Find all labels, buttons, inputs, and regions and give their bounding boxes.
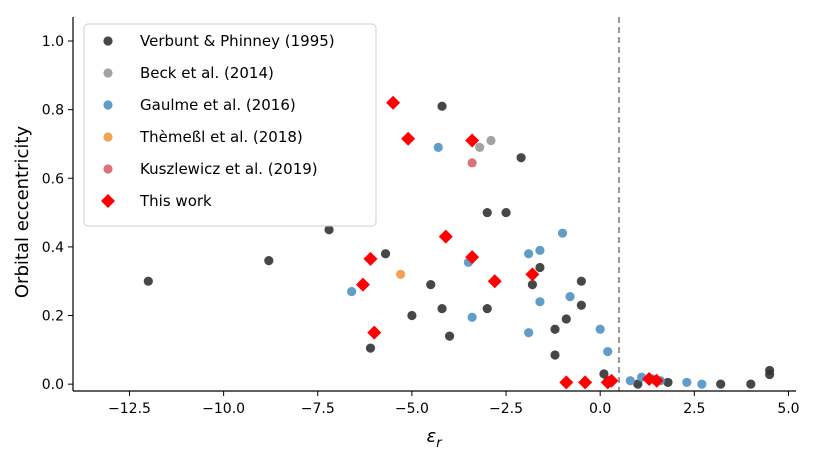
data-point-diamond [578,375,593,390]
data-point-circle [437,101,447,111]
legend: Verbunt & Phinney (1995) Beck et al. (201… [83,23,377,227]
data-point-circle [746,379,756,389]
data-point-diamond [363,251,378,266]
data-point-diamond [649,373,664,388]
data-point-circle [535,245,545,255]
x-axis-label: εr [426,426,443,451]
x-tick-label: 0.0 [589,401,611,417]
y-tick-label: 0.0 [42,377,64,393]
data-point-circle [444,331,455,341]
legend-label: Verbunt & Phinney (1995) [140,32,335,50]
x-tick-label: −5.0 [395,401,429,417]
legend-label: Thèmeßl et al. (2018) [139,128,303,146]
data-point-circle [697,379,707,389]
data-point-circle [565,292,575,302]
data-point-circle [603,346,613,357]
y-tick-label: 0.2 [42,309,64,325]
legend-marker [103,132,113,142]
data-point-circle [625,376,635,386]
data-point-circle [437,304,447,314]
data-point-circle [433,142,443,152]
data-point-diamond [401,131,416,146]
data-point-diamond [487,274,502,289]
data-point-circle [482,207,492,218]
data-point-diamond [355,277,370,292]
data-point-diamond [465,133,480,148]
data-point-diamond [525,267,540,282]
data-point-circle [467,312,477,322]
data-point-circle [716,379,726,389]
data-point-circle [396,269,406,279]
x-tick-label: −7.5 [301,401,335,417]
data-point-circle [516,153,526,163]
data-point-circle [550,350,560,360]
data-point-circle [557,228,568,238]
data-point-diamond [559,375,574,390]
data-point-circle [599,369,609,379]
data-point-circle [527,280,538,290]
x-tick-label: −12.5 [108,401,151,417]
data-point-diamond [604,373,619,388]
y-tick-label: 0.4 [42,240,64,256]
data-point-circle [682,377,692,388]
data-points-layer [143,95,775,390]
data-point-circle [482,304,492,314]
legend-marker [103,164,113,174]
data-point-circle [524,249,534,259]
y-tick-label: 1.0 [42,34,64,50]
series-4 [467,158,477,168]
legend-label: This work [139,192,212,210]
data-point-circle [535,262,545,273]
legend-box [83,23,377,227]
data-point-circle [765,369,775,380]
data-point-circle [467,158,477,168]
series-3 [396,269,406,279]
data-point-circle [380,249,391,259]
data-point-circle [365,343,376,353]
legend-label: Beck et al. (2014) [140,64,274,82]
data-point-circle [324,225,334,235]
series-5 [355,95,664,390]
data-point-circle [576,300,586,310]
data-point-circle [524,328,534,338]
data-point-circle [347,286,357,297]
axes-layer: −12.5 −10.0 −7.5 −5.0 −2.5 0.0 2.5 5.0 0.0 0.2 0.4… [42,17,800,417]
data-point-diamond [465,250,480,265]
x-tick-label: −2.5 [489,401,523,417]
x-axis-label-main: ε [426,426,436,447]
legend-marker [103,36,113,46]
data-point-circle [633,379,643,389]
legend-marker [103,100,113,110]
x-tick-label: 5.0 [777,401,799,417]
data-point-diamond [438,229,453,244]
data-point-circle [535,297,545,307]
y-tick-label: 0.8 [42,103,64,119]
y-tick-label: 0.6 [42,171,64,187]
data-point-circle [501,207,511,218]
data-point-circle [426,280,436,290]
series-2 [347,142,707,389]
y-axis-label: Orbital eccentricity [12,126,33,299]
legend-label: Gaulme et al. (2016) [140,96,296,114]
data-point-circle [486,135,496,146]
data-point-circle [576,276,586,286]
x-axis-label-subscript: r [436,436,443,451]
legend-label: Kuszlewicz et al. (2019) [140,160,318,178]
legend-marker [103,68,113,78]
data-point-diamond [386,95,401,110]
data-point-circle [264,256,274,266]
legend-marker [101,194,115,208]
data-point-diamond [367,325,382,340]
x-tick-label: 2.5 [683,401,705,417]
data-point-circle [663,377,673,388]
data-point-circle [550,324,560,334]
data-point-circle [595,324,605,334]
data-point-circle [407,310,417,321]
data-point-circle [561,314,571,324]
series-1 [475,135,496,152]
x-tick-label: −10.0 [202,401,245,417]
data-point-circle [475,142,485,152]
data-point-circle [143,276,153,286]
